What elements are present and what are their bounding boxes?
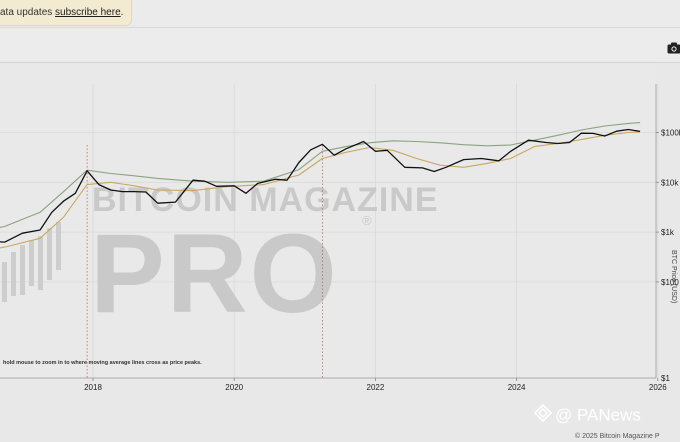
y-tick-label: $10k	[661, 178, 679, 187]
vertical-gridlines	[92, 84, 659, 378]
panews-logo-icon	[533, 403, 553, 428]
watermark-registered: ®	[362, 213, 372, 228]
chart-toolbar	[0, 28, 680, 62]
banner-text: ata updates	[0, 7, 56, 18]
x-tick-label: 2022	[367, 383, 385, 392]
x-tick-label: 2018	[84, 383, 102, 392]
banner-suffix: .	[120, 7, 124, 18]
x-tick-label: 2024	[508, 383, 526, 392]
zoom-hint-note: hold mouse to zoom in to where moving av…	[3, 360, 202, 366]
camera-icon[interactable]	[667, 41, 680, 54]
watermark-line2: PRO	[90, 211, 339, 336]
divider	[0, 62, 680, 63]
y-tick-label: $1k	[661, 228, 675, 237]
watermark-bars	[2, 222, 61, 302]
peak-marker-lines	[86, 145, 323, 378]
copyright-text: © 2025 Bitcoin Magazine P	[575, 433, 660, 440]
y-tick-label: $100k	[661, 129, 680, 138]
price-chart[interactable]: BITCOIN MAGAZINE PRO ® $100$1k$10k$100k$…	[0, 63, 680, 442]
y-axis-title: BTC Price (USD)	[670, 250, 677, 303]
divider	[0, 27, 680, 28]
update-banner: ata updates subscribe here.	[0, 0, 133, 26]
panews-brand: @ PANews	[555, 405, 641, 425]
x-axis-ticks: 2018 2020 2022 2024 2026	[84, 378, 667, 392]
y-axis-ticks: $100 $1k $10k $100k $1	[656, 129, 680, 383]
watermark-line1: BITCOIN MAGAZINE	[92, 181, 439, 219]
x-tick-label: 2026	[649, 383, 667, 392]
series-group	[0, 122, 641, 249]
y-tick-label: $1	[661, 374, 670, 383]
plot-area	[0, 63, 656, 378]
panews-watermark: @ PANews	[533, 403, 641, 428]
price-series-line	[0, 128, 641, 243]
x-tick-label: 2020	[225, 383, 243, 392]
y-tick-label: $100	[661, 278, 679, 287]
watermark: BITCOIN MAGAZINE PRO ®	[2, 181, 439, 336]
subscribe-link[interactable]: subscribe here	[55, 7, 121, 18]
